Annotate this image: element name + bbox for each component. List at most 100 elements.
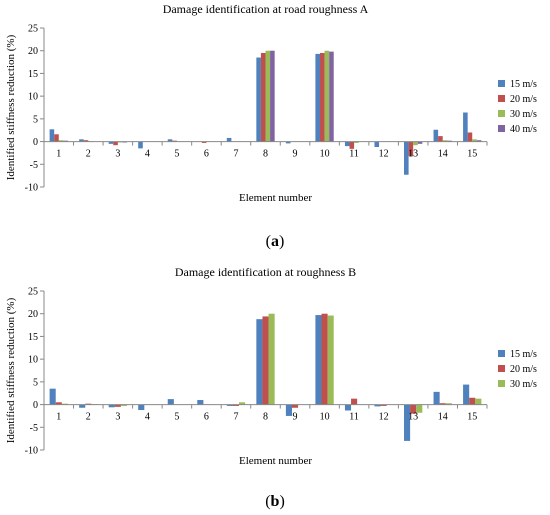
bar-15ms-element-9 [285,141,291,144]
x-tick-label: 8 [263,412,268,423]
bar-15ms-element-2 [79,404,86,408]
y-tick-label: 15 [28,69,38,80]
bar-20ms-element-1 [54,134,59,142]
y-tick-label: -5 [30,423,38,434]
bar-30ms-element-14 [442,140,448,142]
bar-20ms-element-9 [291,404,299,408]
x-tick-label: 13 [408,149,418,160]
chart-panel-b: Damage identification at roughness B -10 -… [5,265,537,510]
legend-entry: 15 m/s [510,79,537,90]
bar-30ms-element-14 [445,403,452,405]
bar-15ms-element-2 [79,139,84,142]
bar-15ms-element-8 [256,57,261,142]
x-tick-label: 15 [467,149,477,160]
bar-30ms-element-13 [413,141,418,146]
bar-20ms-element-8 [262,316,269,405]
bar-15ms-element-3 [108,141,114,144]
panel-label-part: ) [279,493,284,510]
bar-40ms-element-15 [476,140,482,142]
y-tick-label: -10 [25,183,38,194]
bar-15ms-element-6 [197,400,204,405]
bar-30ms-element-8 [268,313,275,405]
panel-label-part: ) [279,233,284,250]
y-axis-label: Identified stiffness reduction (%) [5,297,17,443]
chart-panel-a: Damage identification at road roughness … [5,2,537,250]
bar-20ms-element-15 [467,132,473,142]
bar-15ms-element-8 [256,319,263,405]
bar-15ms-element-14 [433,129,439,142]
bar-30ms-element-1 [58,140,64,142]
legend-swatch [498,80,505,87]
legend-entry: 20 m/s [510,364,537,375]
legend-swatch [498,350,505,357]
bar-20ms-element-11 [351,398,358,405]
legend-entry: 20 m/s [510,94,537,105]
y-tick-label: 10 [28,92,38,103]
bar-15ms-element-9 [285,404,292,416]
bar-40ms-element-8 [270,50,275,142]
x-axis-label: Element number [239,455,312,467]
x-tick-label: 10 [320,412,330,423]
x-tick-label: 3 [115,412,120,423]
bar-15ms-element-1 [49,129,55,142]
y-tick-label: 25 [28,287,38,298]
bar-30ms-element-11 [354,141,359,143]
chart-title: Damage identification at road roughness … [163,2,369,16]
bar-20ms-element-15 [469,397,476,405]
x-tick-label: 8 [263,149,268,160]
bar-15ms-element-13 [404,141,409,175]
bar-15ms-element-3 [108,404,115,408]
x-tick-label: 14 [438,412,448,423]
y-tick-label: 0 [33,137,38,148]
y-axis-label: Identified stiffness reduction (%) [5,34,17,180]
panel-label-part: ( [265,493,270,510]
bar-30ms-element-7 [239,402,246,405]
panel-label-part: b [271,493,280,510]
bar-20ms-element-10 [319,52,325,142]
legend-entry: 30 m/s [510,109,537,120]
panel-label-part: ( [266,233,271,250]
bar-15ms-element-15 [463,112,468,142]
bar-30ms-element-13 [416,404,423,413]
x-tick-label: 12 [379,412,389,423]
bar-20ms-element-7 [232,404,240,406]
legend-entry: 40 m/s [510,124,537,135]
legend-entry: 15 m/s [510,349,537,360]
x-tick-label: 5 [174,149,179,160]
bar-15ms-element-14 [433,391,440,405]
x-tick-label: 4 [145,149,150,160]
bar-15ms-element-5 [167,399,174,405]
x-tick-label: 6 [204,149,209,160]
x-tick-label: 2 [86,149,91,160]
bar-30ms-element-10 [324,50,330,142]
x-tick-label: 9 [293,149,298,160]
bar-20ms-element-3 [113,141,118,146]
bar-20ms-element-3 [114,404,121,407]
bar-40ms-element-13 [417,141,423,144]
legend-swatch [498,365,505,372]
bar-15ms-element-4 [138,141,143,149]
x-tick-label: 2 [86,412,91,423]
legend-swatch [498,125,505,132]
x-tick-label: 9 [293,412,298,423]
bar-15ms-element-4 [138,404,145,411]
y-tick-label: -5 [30,160,38,171]
x-tick-label: 14 [438,149,448,160]
bar-20ms-element-2 [83,140,89,142]
bar-15ms-element-11 [344,404,352,411]
x-tick-label: 15 [467,412,477,423]
x-tick-label: 11 [349,149,359,160]
y-tick-label: 20 [28,46,38,57]
x-tick-label: 13 [408,412,418,423]
bar-20ms-element-13 [410,404,417,414]
bar-15ms-element-7 [226,404,233,406]
legend: 15 m/s 20 m/s 30 m/s [498,349,537,390]
y-tick-label: 25 [28,24,38,35]
x-tick-label: 6 [204,412,209,423]
y-tick-label: 15 [28,332,38,343]
legend-swatch [498,95,505,102]
bar-20ms-element-10 [321,313,328,405]
bar-15ms-element-12 [374,404,381,407]
x-tick-label: 1 [56,412,61,423]
